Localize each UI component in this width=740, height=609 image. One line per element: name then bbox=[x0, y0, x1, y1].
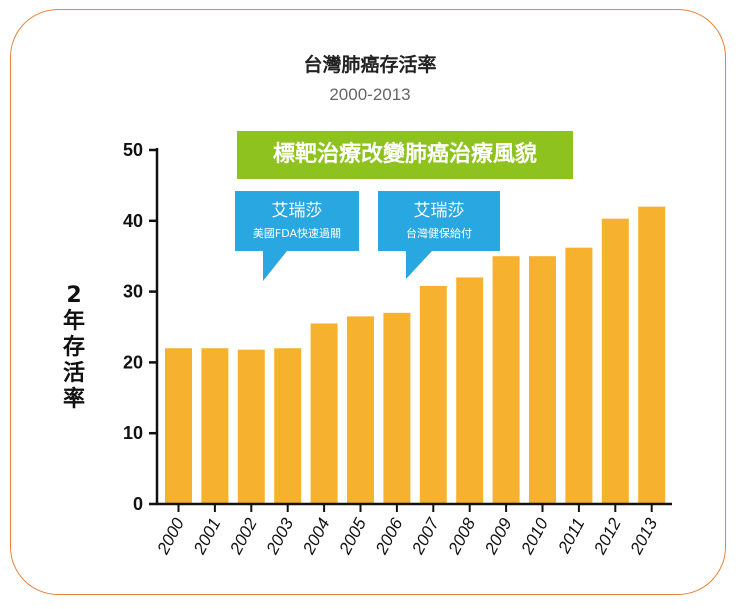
y-axis-label-char: 率 bbox=[62, 387, 85, 412]
x-tick-label-2007: 2007 bbox=[408, 514, 443, 558]
y-tick-label: 20 bbox=[123, 352, 143, 372]
x-tick-label-2005: 2005 bbox=[335, 514, 370, 558]
x-tick-label-2003: 2003 bbox=[262, 514, 297, 558]
y-axis-label-char: 存 bbox=[62, 335, 85, 360]
chart-subtitle: 2000-2013 bbox=[329, 85, 411, 104]
callout-nhi-coverage: 艾瑞莎 台灣健保給付 bbox=[378, 191, 500, 279]
banner-targeted-therapy: 標靶治療改變肺癌治療風貌 bbox=[237, 131, 573, 179]
bar-2010 bbox=[529, 256, 556, 504]
y-tick-label: 30 bbox=[123, 282, 143, 302]
x-tick-label-2000: 2000 bbox=[153, 514, 188, 558]
y-axis-label-char: 年 bbox=[62, 309, 85, 334]
bar-2008 bbox=[456, 277, 484, 504]
y-tick-label: 10 bbox=[123, 423, 143, 443]
x-tick-label-2012: 2012 bbox=[590, 514, 625, 558]
bar-2013 bbox=[638, 206, 666, 504]
chart-title: 台灣肺癌存活率 bbox=[303, 54, 437, 76]
bar-2012 bbox=[601, 218, 629, 504]
x-tick-label-2013: 2013 bbox=[626, 514, 661, 558]
x-tick-label-2004: 2004 bbox=[299, 515, 334, 558]
callout-subtitle: 台灣健保給付 bbox=[406, 227, 472, 240]
x-tick-label-2009: 2009 bbox=[481, 514, 516, 558]
y-axis-label-char: 活 bbox=[62, 361, 85, 386]
callout-title: 艾瑞莎 bbox=[413, 201, 465, 221]
x-tick-label-2001: 2001 bbox=[189, 515, 224, 558]
x-tick-label-2006: 2006 bbox=[371, 514, 406, 558]
bar-2000 bbox=[165, 348, 192, 504]
bar-2006 bbox=[383, 312, 411, 504]
bar-2011 bbox=[565, 247, 593, 505]
x-tick-label-2010: 2010 bbox=[517, 514, 552, 558]
y-tick-label: 50 bbox=[123, 140, 143, 160]
y-tick-label: 40 bbox=[123, 211, 143, 231]
callout-subtitle: 美國FDA快速過關 bbox=[252, 227, 342, 240]
bar-2004 bbox=[310, 323, 338, 504]
bar-2005 bbox=[347, 316, 374, 504]
bar-2001 bbox=[201, 348, 229, 504]
bar-2002 bbox=[237, 349, 265, 504]
bar-2003 bbox=[274, 348, 302, 504]
x-tick-label-2002: 2002 bbox=[226, 514, 261, 558]
callout-pointer bbox=[263, 251, 287, 281]
callout-title: 艾瑞莎 bbox=[271, 201, 323, 221]
y-axis-label-char: 2 bbox=[66, 283, 82, 308]
y-tick-label: 0 bbox=[133, 494, 143, 514]
callout-pointer bbox=[406, 251, 432, 279]
x-tick-label-2008: 2008 bbox=[444, 514, 479, 558]
bar-2009 bbox=[492, 256, 520, 504]
x-tick-label-2011: 2011 bbox=[554, 515, 588, 557]
callout-fda-approval: 艾瑞莎 美國FDA快速過關 bbox=[235, 191, 359, 281]
bar-2007 bbox=[419, 285, 447, 504]
